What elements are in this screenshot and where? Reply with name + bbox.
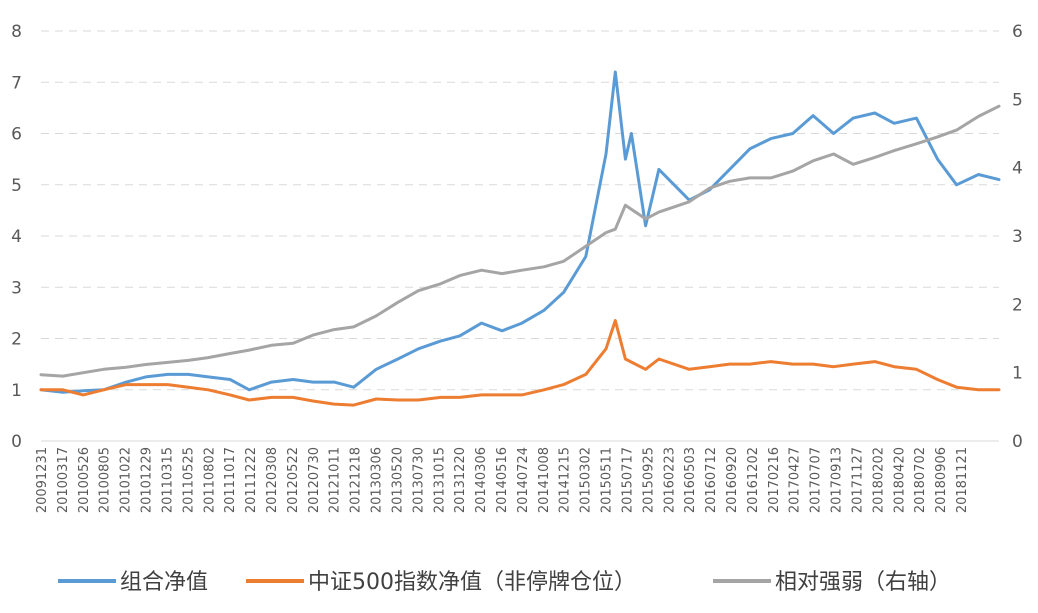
y-right-tick-label: 0 (1012, 432, 1023, 452)
x-tick-label: 20160223 (662, 447, 677, 513)
x-tick-label: 20100526 (77, 447, 92, 513)
x-tick-label: 20110525 (181, 447, 196, 513)
legend-item-3: 相对强弱（右轴） (713, 570, 951, 595)
x-tick-label: 20140516 (495, 447, 510, 513)
y-axis-left: 0 1 2 3 4 5 6 7 8 (11, 22, 22, 452)
y-left-tick-label: 8 (11, 22, 22, 42)
x-tick-label: 20171127 (850, 447, 865, 513)
x-tick-label: 20160712 (704, 447, 719, 513)
x-tick-label: 20161202 (746, 447, 761, 513)
y-right-tick-label: 3 (1012, 227, 1023, 247)
y-left-tick-label: 5 (11, 176, 22, 196)
x-tick-label: 20130520 (390, 447, 405, 513)
x-tick-label: 20130730 (411, 447, 426, 513)
x-tick-label: 20110315 (160, 447, 175, 513)
x-tick-label: 20180702 (913, 447, 928, 513)
x-tick-label: 20100805 (98, 447, 113, 513)
legend-label: 组合净值 (120, 570, 208, 595)
x-tick-label: 20121011 (328, 447, 343, 513)
x-tick-label: 20120522 (286, 447, 301, 513)
x-tick-label: 20170707 (809, 447, 824, 513)
legend-label: 中证500指数净值（非停牌仓位） (308, 570, 636, 595)
y-right-tick-label: 1 (1012, 364, 1023, 384)
x-tick-label: 20091231 (35, 447, 50, 513)
x-tick-label: 20101229 (140, 447, 155, 513)
x-tick-label: 20140306 (474, 447, 489, 513)
x-tick-label: 20120730 (307, 447, 322, 513)
x-tick-label: 20160920 (725, 447, 740, 513)
x-tick-label: 20150302 (579, 447, 594, 513)
y-right-tick-label: 6 (1012, 22, 1023, 42)
y-axis-right: 0 1 2 3 4 5 6 (1012, 22, 1023, 452)
x-tick-label: 20170216 (767, 447, 782, 513)
x-tick-label: 20141215 (558, 447, 573, 513)
x-tick-label: 20121218 (349, 447, 364, 513)
x-tick-label: 20141008 (537, 447, 552, 513)
y-right-tick-label: 4 (1012, 159, 1023, 179)
gridlines (41, 30, 999, 442)
legend-item-2: 中证500指数净值（非停牌仓位） (246, 570, 636, 595)
x-tick-label: 20101022 (119, 447, 134, 513)
y-left-tick-label: 4 (11, 227, 22, 247)
x-tick-label: 20120308 (265, 447, 280, 513)
x-tick-label: 20131220 (453, 447, 468, 513)
x-tick-label: 20130306 (370, 447, 385, 513)
x-tick-label: 20180906 (934, 447, 949, 513)
legend-label: 相对强弱（右轴） (775, 570, 951, 595)
x-tick-label: 20150717 (620, 447, 635, 513)
x-tick-label: 20140724 (516, 447, 531, 513)
x-tick-label: 20131015 (432, 447, 447, 513)
y-right-tick-label: 2 (1012, 295, 1023, 315)
y-left-tick-label: 7 (11, 73, 22, 93)
x-tick-label: 20111222 (244, 447, 259, 513)
y-left-tick-label: 3 (11, 278, 22, 298)
x-tick-label: 20100317 (56, 447, 71, 513)
x-axis: 20091231 20100317 20100526 20100805 20101022… (35, 447, 970, 513)
x-tick-label: 20170913 (830, 447, 845, 513)
y-right-tick-label: 5 (1012, 90, 1023, 110)
x-tick-label: 20150511 (600, 447, 615, 513)
series-lines (39, 70, 1001, 407)
y-left-tick-label: 0 (11, 432, 22, 452)
legend-item-1: 组合净值 (58, 570, 208, 595)
x-tick-label: 20111017 (223, 447, 238, 513)
x-tick-label: 20181121 (955, 447, 970, 513)
x-tick-label: 20110802 (202, 447, 217, 513)
y-left-tick-label: 2 (11, 330, 22, 350)
x-tick-label: 20180420 (892, 447, 907, 513)
x-tick-label: 20180202 (871, 447, 886, 513)
series-line-1 (39, 70, 1001, 394)
series-line-3 (39, 104, 1001, 378)
y-left-tick-label: 1 (11, 381, 22, 401)
series-line-2 (39, 319, 1001, 407)
x-tick-label: 20160503 (683, 447, 698, 513)
legend: 组合净值 中证500指数净值（非停牌仓位） 相对强弱（右轴） (58, 570, 951, 595)
y-left-tick-label: 6 (11, 125, 22, 145)
x-tick-label: 20150925 (641, 447, 656, 513)
x-tick-label: 20170427 (788, 447, 803, 513)
